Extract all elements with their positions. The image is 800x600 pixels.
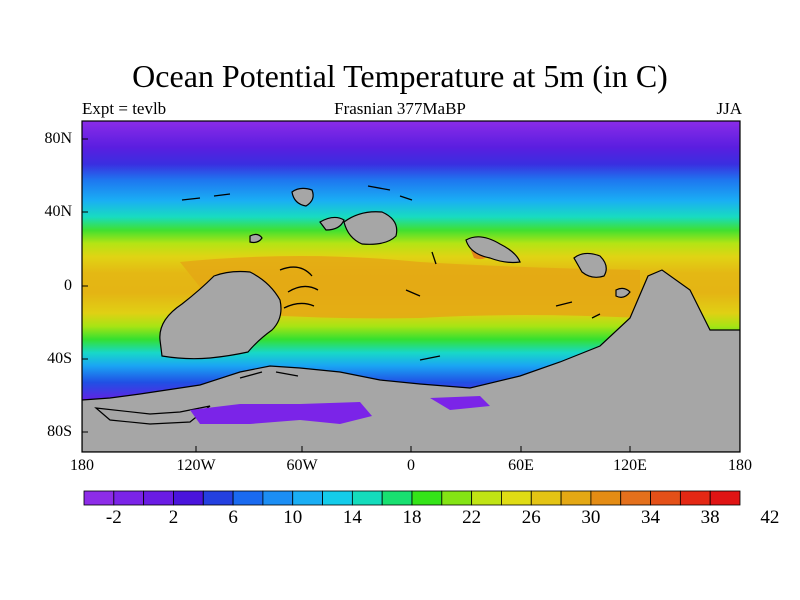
colorbar-tick-label: 30 [581,507,601,528]
lon-tick-label: 180 [728,457,752,474]
colorbar-box [351,490,383,506]
lon-tick-label: 120E [613,457,647,474]
lon-tick-label: 0 [407,457,415,474]
land-north-island-a [291,187,314,207]
colorbar-box [381,490,413,506]
lat-tick-label: 80N [44,130,72,147]
lat-tick-label: 80S [47,423,72,440]
colorbar-box [530,490,562,506]
colorbar [83,490,741,506]
colorbar-tick-label: 6 [228,507,238,528]
colorbar-box [679,490,711,506]
colorbar-tick-label: 22 [462,507,482,528]
lon-tick-label: 120W [176,457,216,474]
experiment-label: Expt = tevlb [82,99,167,118]
colorbar-box [113,490,145,506]
colorbar-box [411,490,443,506]
coastline-fragment [181,185,413,201]
colorbar-box [202,490,234,506]
colorbar-tick-label: 2 [168,507,179,528]
period-label: Frasnian 377MaBP [334,99,466,118]
colorbar-box [560,490,592,506]
colorbar-box [650,490,681,506]
lon-tick-label: 60W [286,457,318,474]
land-laurussia-island [343,211,398,245]
land-gondwana-west [159,270,282,360]
cold-shelf-sea-1 [190,402,372,424]
lon-tick-label: 60E [508,457,534,474]
coastline-fragment [279,266,319,309]
colorbar-box [262,490,294,506]
cold-shelf-sea-2 [430,396,490,410]
season-label: JJA [716,99,742,118]
lon-tick-label: 180 [70,457,94,474]
colorbar-box [173,490,204,506]
colorbar-tick-label: 10 [283,507,303,528]
colorbar-box [143,490,174,506]
colorbar-box [471,490,502,506]
colorbar-tick-label: 38 [700,507,720,528]
colorbar-box [232,490,264,506]
warm-pool-region [180,256,640,319]
lat-tick-label: 40S [47,350,72,367]
land-east-island [573,252,607,278]
land-small-isle-2 [615,287,631,298]
colorbar-box [292,490,323,506]
coastline-fragment [239,355,441,379]
colorbar-box [441,490,473,506]
colorbar-box [620,490,651,506]
lat-tick-label: 40N [44,203,72,220]
figure-title: Ocean Potential Temperature at 5m (in C) [132,58,668,94]
lat-tick-label: 0 [64,277,72,294]
land-small-isle-1 [249,233,263,244]
colorbar-box [709,490,741,506]
colorbar-tick-label: 42 [760,507,780,528]
coastline-fragment [405,251,601,319]
land-north-island-b [319,216,345,231]
colorbar-box [590,490,622,506]
land-siberia-island [465,236,521,264]
colorbar-tick-label: 34 [641,507,661,528]
colorbar-tick-label: 26 [521,507,541,528]
colorbar-box [501,490,532,506]
colorbar-box [322,490,353,506]
colorbar-tick-label: 14 [342,507,362,528]
colorbar-box [83,490,115,506]
colorbar-tick-label: -2 [105,507,122,528]
colorbar-tick-label: 18 [402,507,422,528]
